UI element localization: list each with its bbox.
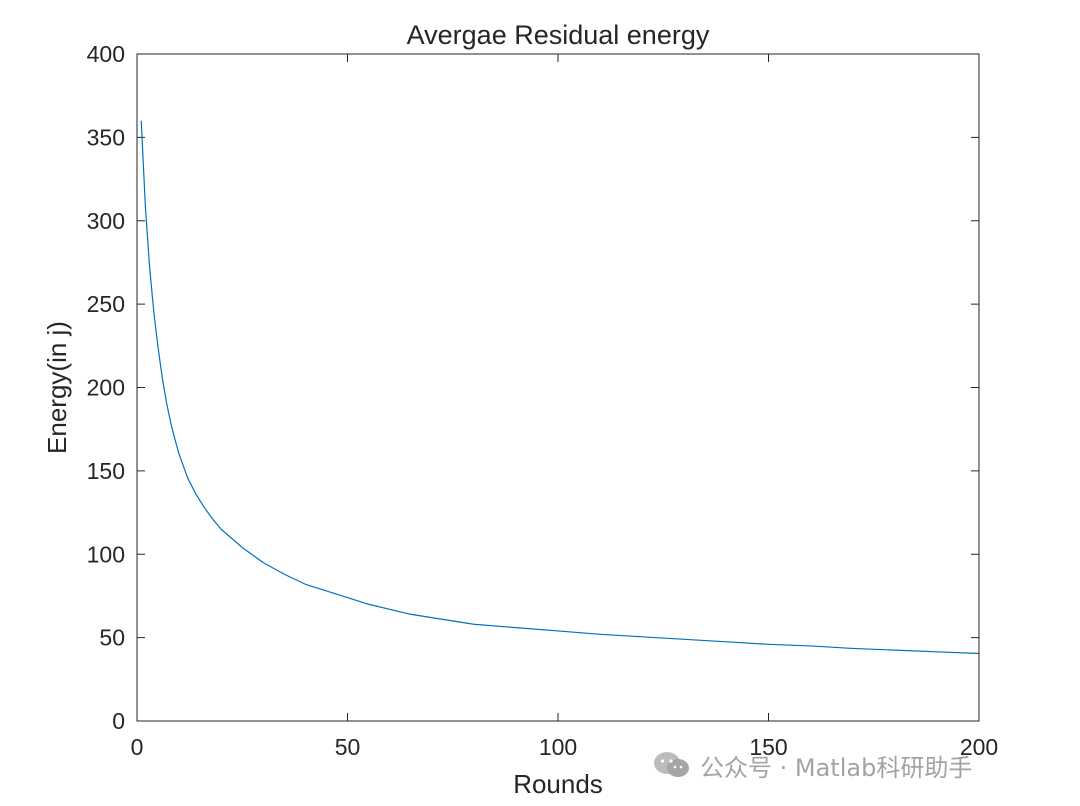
x-axis-label: Rounds xyxy=(513,769,603,799)
tick-labels: 0 50 100 150 200 0 50 100 150 200 250 300 350 400 xyxy=(87,41,999,760)
y-axis-label: Energy(in j) xyxy=(42,321,72,454)
chart-title: Avergae Residual energy xyxy=(407,20,710,50)
plot-area xyxy=(137,54,979,721)
y-tick-label: 200 xyxy=(87,375,125,401)
y-tick-label: 0 xyxy=(112,708,125,734)
y-tick-label: 50 xyxy=(99,625,125,651)
series-line xyxy=(140,120,980,655)
wechat-icon xyxy=(654,752,689,777)
x-tick-label: 200 xyxy=(960,734,998,760)
y-tick-label: 400 xyxy=(87,41,125,67)
y-tick-label: 350 xyxy=(87,124,125,150)
y-tick-label: 100 xyxy=(87,541,125,567)
y-tick-label: 250 xyxy=(87,291,125,317)
axes-frame xyxy=(136,53,980,722)
y-tick-label: 150 xyxy=(87,458,125,484)
watermark-text: 公众号 · Matlab科研助手 xyxy=(700,753,973,782)
x-tick-label: 100 xyxy=(539,734,577,760)
series-layer xyxy=(140,120,980,655)
x-tick-label: 50 xyxy=(335,734,361,760)
watermark: 公众号 · Matlab科研助手 xyxy=(652,748,972,782)
y-tick-label: 300 xyxy=(87,208,125,234)
x-tick-label: 0 xyxy=(131,734,144,760)
x-tick-label: 150 xyxy=(749,734,787,760)
